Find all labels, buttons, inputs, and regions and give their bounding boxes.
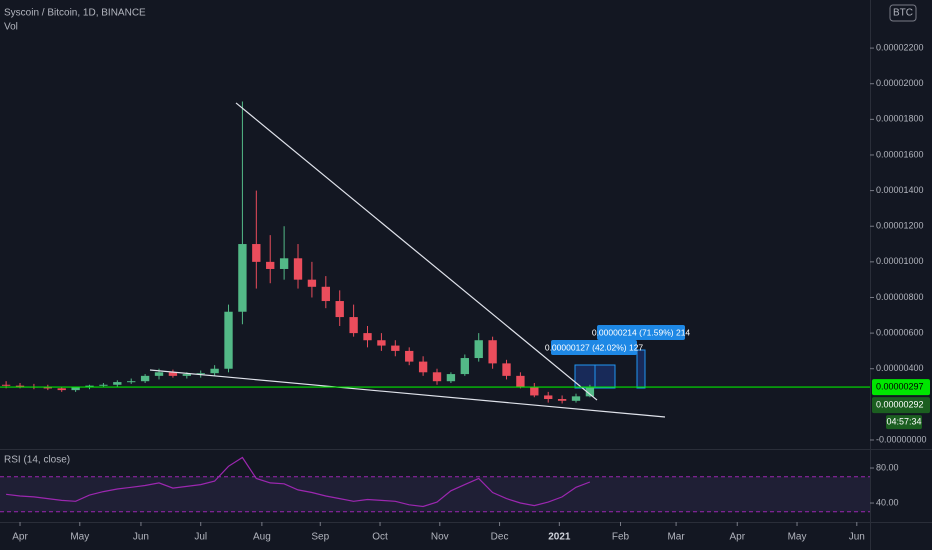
- x-tick-label: Jun: [849, 532, 865, 543]
- x-tick-label: Feb: [612, 532, 630, 543]
- x-tick-label: Mar: [667, 532, 685, 543]
- candle-body: [349, 317, 358, 334]
- candle-body: [391, 345, 400, 351]
- candle-body: [460, 358, 469, 375]
- y-tick-label: 0.00001800: [876, 114, 924, 124]
- candle-body: [113, 382, 122, 385]
- x-tick-label: Dec: [491, 532, 509, 543]
- candle-body: [335, 301, 344, 318]
- candle-body: [585, 387, 595, 397]
- y-tick-label: 40.00: [876, 497, 899, 507]
- x-tick-label: May: [788, 532, 807, 543]
- y-tick-label: 0.00002000: [876, 78, 924, 88]
- countdown-box: [886, 415, 922, 430]
- candle-body: [307, 279, 317, 287]
- annotation: 0.00000214 (71.59%) 214: [592, 327, 691, 337]
- candle-body: [432, 372, 442, 382]
- candle-body: [530, 386, 539, 396]
- candle-body: [266, 261, 275, 269]
- prev-price-label: 0.00000292: [876, 399, 924, 409]
- candle-body: [154, 372, 164, 376]
- x-tick-label: Apr: [12, 532, 28, 543]
- candle-body: [99, 384, 108, 386]
- candle-body: [168, 372, 178, 376]
- candle-body: [127, 381, 136, 383]
- candle-body: [293, 258, 303, 280]
- rsi-line: [6, 456, 591, 508]
- annotation-box: [551, 340, 637, 355]
- y-tick-label: 0.00001600: [876, 149, 924, 159]
- rsi-band: [0, 476, 870, 512]
- prev-price-box: [872, 397, 930, 414]
- candle-body: [446, 374, 456, 382]
- x-tick-label: Nov: [431, 532, 449, 543]
- candle-body: [474, 340, 483, 359]
- candle-body: [321, 286, 330, 302]
- countdown: 04:57:34: [886, 416, 921, 426]
- candle-body: [196, 373, 205, 375]
- x-tick-label: Oct: [372, 532, 388, 543]
- candle-body: [516, 375, 525, 387]
- candle-body: [15, 385, 25, 387]
- x-tick-label: May: [70, 532, 89, 543]
- candle-body: [418, 361, 428, 373]
- rsi-title: RSI (14, close): [4, 455, 70, 466]
- x-tick-label: Jul: [194, 532, 207, 543]
- measure-box: [636, 349, 646, 389]
- subtitle: Vol: [4, 22, 18, 33]
- candle-body: [224, 311, 233, 369]
- candle-body: [210, 368, 219, 374]
- trendline: [235, 102, 598, 401]
- annotation: 0.00000127 (42.02%) 127: [545, 342, 644, 352]
- y-tick-label: 80.00: [876, 462, 899, 472]
- x-tick-label: Aug: [253, 532, 271, 543]
- y-tick-label: 0.00000800: [876, 292, 924, 302]
- currency: BTC: [893, 8, 913, 19]
- y-tick-label: -0.00000000: [876, 434, 927, 444]
- y-tick-label: 0.00001000: [876, 256, 924, 266]
- candle-body: [182, 374, 191, 376]
- candle-body: [557, 399, 567, 401]
- y-tick-label: 0.00001200: [876, 221, 924, 231]
- x-tick-label: Apr: [729, 532, 745, 543]
- candle-body: [238, 244, 247, 312]
- candle-body: [43, 387, 52, 389]
- candle-body: [279, 258, 289, 269]
- last-price-label: 0.00000297: [876, 381, 924, 391]
- y-tick-label: 0.00000400: [876, 363, 924, 373]
- x-tick-label: 2021: [548, 532, 571, 543]
- y-tick-label: 0.00000600: [876, 327, 924, 337]
- candle-body: [363, 333, 372, 341]
- candle-body: [377, 340, 386, 346]
- trendline: [149, 369, 666, 418]
- x-tick-label: Sep: [311, 532, 329, 543]
- candle-body: [57, 388, 66, 391]
- annotation-box: [597, 325, 685, 340]
- chart-title: Syscoin / Bitcoin, 1D, BINANCE: [4, 8, 146, 19]
- candle-body: [140, 375, 150, 382]
- currency-box[interactable]: [889, 4, 917, 22]
- candle-body: [571, 396, 581, 401]
- candle-body: [488, 340, 497, 364]
- y-tick-label: 0.00001400: [876, 185, 924, 195]
- candle-body: [502, 363, 511, 376]
- candle-body: [1, 384, 11, 386]
- x-tick-label: Jun: [133, 532, 149, 543]
- candle-body: [252, 244, 261, 262]
- candle-body: [544, 395, 553, 400]
- last-price-box: [872, 379, 930, 396]
- y-tick-label: 0.00002200: [876, 42, 924, 52]
- candle-body: [405, 350, 414, 362]
- candle-body: [71, 387, 80, 391]
